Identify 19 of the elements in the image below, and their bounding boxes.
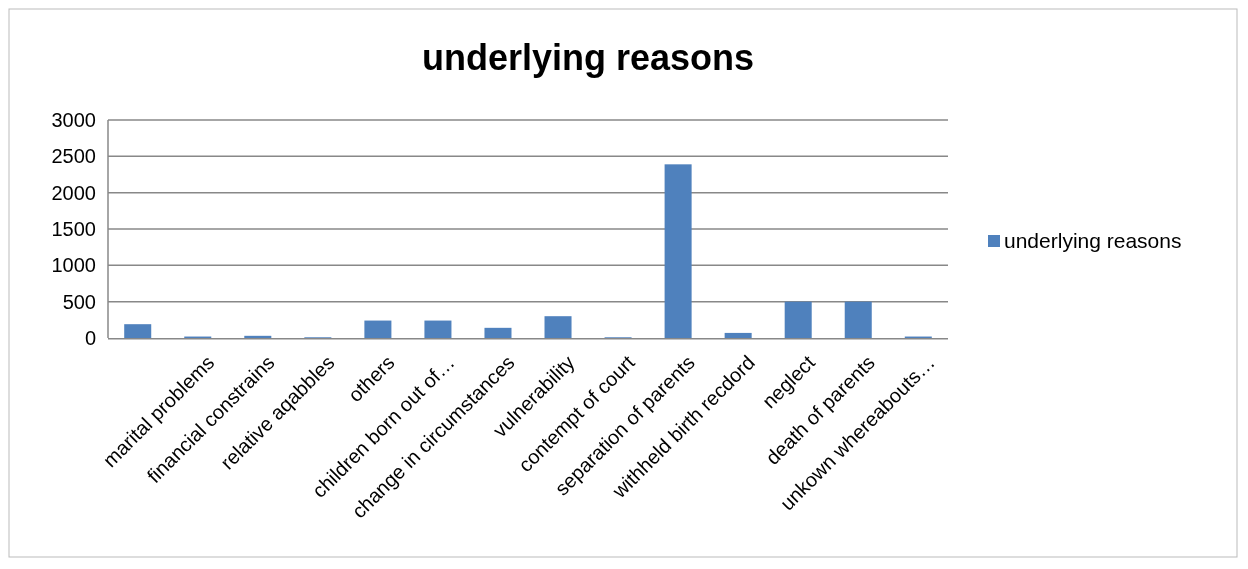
y-tick-label: 500 bbox=[62, 290, 96, 313]
bar bbox=[544, 316, 572, 338]
chart-title: underlying reasons bbox=[421, 37, 755, 78]
bar bbox=[784, 301, 812, 338]
bar bbox=[364, 320, 392, 338]
y-tick-label: 1500 bbox=[51, 218, 96, 240]
legend-label: underlying reasons bbox=[1004, 229, 1182, 253]
y-tick-label: 0 bbox=[84, 327, 96, 349]
bar bbox=[664, 164, 692, 338]
y-tick-label: 2500 bbox=[51, 145, 96, 168]
y-tick-label: 1000 bbox=[51, 254, 96, 277]
bar bbox=[844, 301, 872, 338]
bar bbox=[244, 335, 272, 338]
y-tick-label: 3000 bbox=[51, 109, 96, 131]
bar bbox=[484, 327, 512, 338]
bar bbox=[724, 332, 752, 338]
bar bbox=[124, 324, 152, 338]
y-tick-label: 2000 bbox=[51, 181, 96, 204]
bar bbox=[424, 320, 452, 338]
